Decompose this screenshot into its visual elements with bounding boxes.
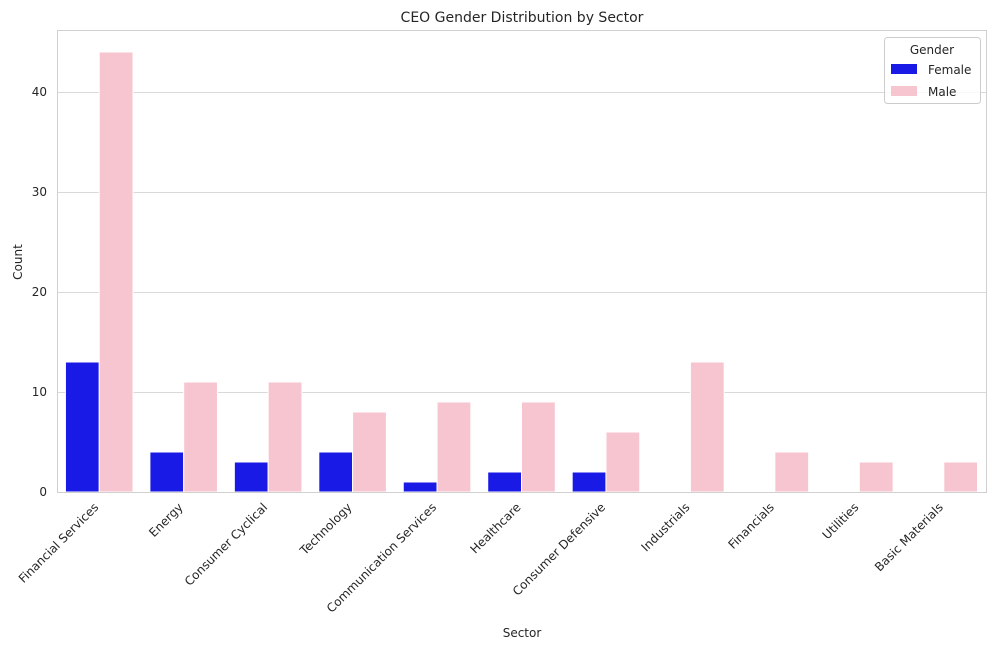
legend: Gender Female Male	[884, 37, 981, 104]
plot-frame	[57, 30, 987, 493]
bar-male	[774, 451, 810, 493]
bar-female	[233, 461, 269, 493]
legend-label-female: Female	[928, 63, 971, 77]
x-axis-label: Sector	[503, 626, 542, 640]
y-tick-label: 30	[32, 185, 47, 199]
bar-male	[267, 381, 303, 493]
bar-male	[521, 401, 556, 493]
bar-female	[487, 471, 522, 493]
x-tick-label: Technology	[297, 500, 355, 558]
bar-female	[64, 361, 100, 493]
x-tick-label: Utilities	[820, 500, 862, 542]
legend-title: Gender	[910, 43, 954, 57]
legend-swatch-male	[891, 86, 917, 96]
x-tick-label: Financial Services	[16, 500, 102, 586]
bar-female	[402, 481, 438, 493]
legend-swatch-female	[891, 64, 917, 74]
bar-male	[943, 461, 979, 493]
chart-title: CEO Gender Distribution by Sector	[401, 10, 644, 26]
bar-male	[605, 431, 641, 493]
x-tick-label: Industrials	[638, 500, 692, 554]
x-tick-label: Basic Materials	[872, 500, 946, 574]
y-axis-label: Count	[11, 244, 25, 280]
y-tick-label: 0	[39, 485, 47, 499]
bar-female	[318, 451, 354, 493]
bar-female	[149, 451, 185, 493]
x-tick-label: Healthcare	[467, 500, 523, 556]
y-tick-label: 10	[32, 385, 47, 399]
x-tick-label: Energy	[146, 500, 186, 540]
bar-female	[571, 471, 607, 493]
y-tick-label: 40	[32, 85, 47, 99]
bar-male	[352, 411, 387, 493]
x-tick-label: Financials	[725, 500, 776, 551]
bar-male	[689, 361, 725, 493]
bar-male	[98, 51, 134, 493]
legend-label-male: Male	[928, 85, 956, 99]
bar-male	[183, 381, 218, 493]
x-tick-label: Consumer Cyclical	[182, 500, 270, 588]
y-tick-label: 20	[32, 285, 47, 299]
bars	[64, 51, 979, 493]
bar-male	[436, 401, 472, 493]
x-tick-label: Consumer Defensive	[510, 500, 608, 598]
y-axis-ticks: 0 10 20 30 40	[32, 85, 47, 499]
bar-male	[858, 461, 894, 493]
